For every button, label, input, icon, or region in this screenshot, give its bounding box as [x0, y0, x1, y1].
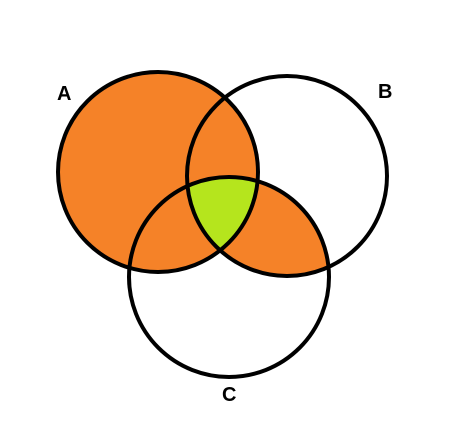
- set-c-label: C: [222, 384, 236, 406]
- set-b-circle: [185, 74, 389, 278]
- set-a-circle: [56, 70, 260, 274]
- set-b-label: B: [378, 81, 392, 103]
- set-c-circle: [127, 175, 331, 379]
- region-b-and-c-fill: [187, 177, 329, 276]
- set-a-label: A: [57, 83, 71, 105]
